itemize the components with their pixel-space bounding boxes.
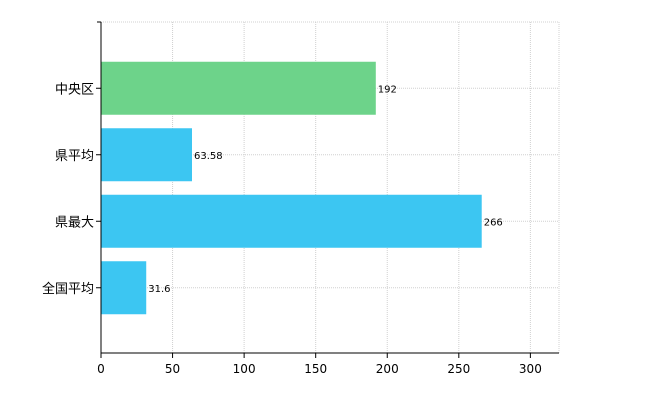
data-label-0: 192	[378, 84, 397, 95]
data-label-2: 266	[484, 217, 503, 228]
x-tick-label-6: 300	[519, 362, 542, 376]
bar-layer	[101, 61, 482, 315]
x-tick-label-3: 150	[304, 362, 327, 376]
axis-layer	[96, 21, 559, 358]
category-label-3: 全国平均	[42, 281, 94, 297]
x-tick-label-5: 250	[447, 362, 470, 376]
category-label-0: 中央区	[55, 82, 94, 97]
data-label-1: 63.58	[194, 151, 223, 162]
data-label-3: 31.6	[148, 284, 170, 295]
bar-1	[101, 128, 192, 182]
x-tick-label-0: 0	[97, 362, 105, 376]
bar-3	[101, 261, 147, 315]
bar-0	[101, 61, 376, 115]
category-label-2: 県最大	[55, 215, 94, 230]
category-label-1: 県平均	[55, 149, 94, 164]
x-tick-label-2: 100	[233, 362, 256, 376]
x-tick-label-1: 50	[165, 362, 180, 376]
bar-2	[101, 194, 482, 248]
x-tick-label-4: 200	[376, 362, 399, 376]
